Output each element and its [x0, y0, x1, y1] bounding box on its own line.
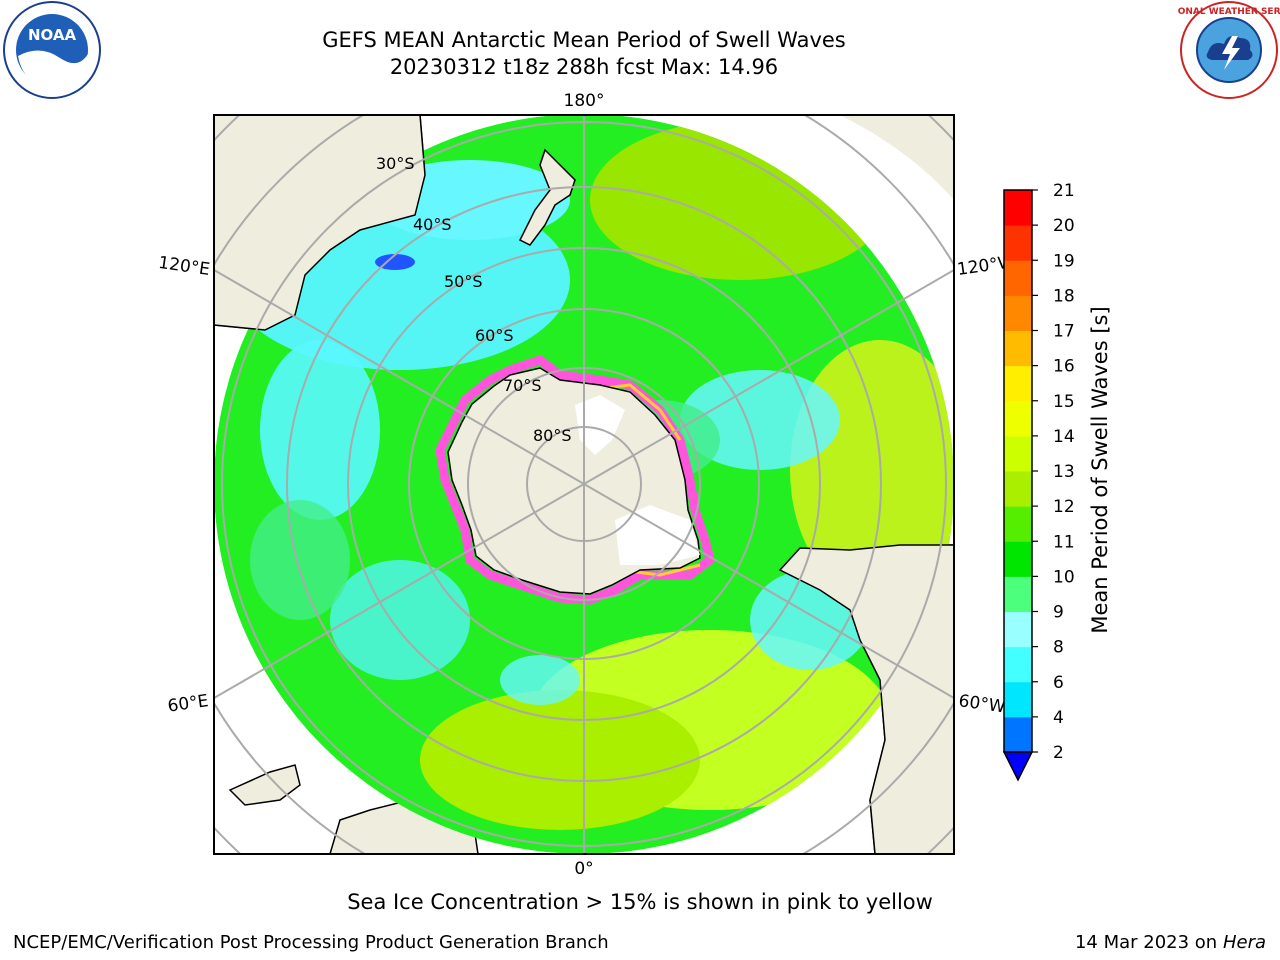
nws-logo: NATIONAL WEATHER SERVICE: [1178, 1, 1280, 99]
colorbar-swatch: [1004, 646, 1032, 683]
lon-label-60e: 60°E: [166, 691, 209, 716]
colorbar-tick-label: 15: [1053, 392, 1075, 412]
noaa-logo: NOAA: [3, 1, 101, 99]
map-frame: [213, 114, 955, 855]
colorbar-tick-label: 12: [1053, 497, 1075, 517]
colorbar-tick-label: 18: [1053, 286, 1075, 306]
colorbar-swatch: [1004, 225, 1032, 261]
land-new-zealand: [518, 148, 576, 246]
footer-date: 14 Mar 2023 on Hera: [1075, 932, 1266, 953]
nws-logo-text: NATIONAL WEATHER SERVICE: [1178, 7, 1280, 17]
colorbar-swatch: [1004, 541, 1032, 577]
land-south-america-inner: [778, 544, 954, 854]
colorbar-swatch: [1004, 400, 1032, 437]
land-australia-inner: [214, 115, 426, 331]
colorbar-tick-label: 17: [1053, 322, 1075, 342]
colorbar-swatch: [1004, 506, 1032, 542]
colorbar-tick-label: 19: [1053, 251, 1075, 271]
colorbar-swatch: [1004, 611, 1032, 648]
lat-label-60s: 60°S: [475, 326, 514, 345]
colorbar-under-triangle: [1002, 751, 1034, 782]
colorbar-tick-label: 2: [1053, 743, 1064, 763]
land-madagascar: [228, 764, 301, 806]
colorbar-tick-label: 14: [1053, 427, 1075, 447]
lat-label-30s: 30°S: [376, 154, 415, 173]
land-corner-upper-right: [840, 115, 954, 200]
colorbar-swatch: [1004, 471, 1032, 507]
ice-shelf-ross: [575, 395, 625, 455]
colorbar-label: Mean Period of Swell Waves [s]: [1088, 306, 1112, 633]
colorbar-swatch: [1004, 330, 1032, 367]
colorbar: 2 4 6 8 9 10 11 12 13 14 15 16 17 18 19 20 21: [1002, 181, 1075, 782]
colorbar-tick-label: 16: [1053, 357, 1075, 377]
colorbar-swatch: [1004, 681, 1032, 718]
colorbar-tick-label: 13: [1053, 462, 1075, 482]
chart-subtitle: 20230312 t18z 288h fcst Max: 14.96: [389, 55, 779, 79]
colorbar-tick-label: 20: [1053, 216, 1075, 236]
lon-label-60w: 60°W: [957, 691, 1006, 717]
sea-ice-caption: Sea Ice Concentration > 15% is shown in …: [347, 890, 933, 914]
lat-label-80s: 80°S: [533, 426, 572, 445]
colorbar-swatch: [1004, 576, 1032, 612]
graticule: [214, 115, 954, 854]
colorbar-swatch: [1004, 716, 1032, 753]
lat-label-50s: 50°S: [444, 272, 483, 291]
colorbar-tick-label: 11: [1053, 532, 1075, 552]
chart-title: GEFS MEAN Antarctic Mean Period of Swell…: [322, 28, 846, 52]
lat-label-70s: 70°S: [503, 376, 542, 395]
colorbar-swatch: [1004, 295, 1032, 331]
colorbar-swatch: [1004, 435, 1032, 472]
colorbar-tick-label: 10: [1053, 567, 1075, 587]
map-panel: [214, 115, 954, 854]
lon-label-180: 180°: [564, 91, 605, 111]
colorbar-swatch: [1004, 365, 1032, 402]
footer-credit: NCEP/EMC/Verification Post Processing Pr…: [13, 932, 609, 953]
colorbar-tick-label: 6: [1053, 673, 1064, 693]
footer-machine: Hera: [1222, 932, 1266, 953]
footer-date-text: 14 Mar 2023 on: [1074, 932, 1218, 953]
lon-label-0: 0°: [574, 859, 593, 879]
noaa-logo-text: NOAA: [28, 26, 77, 44]
colorbar-tick-label: 8: [1053, 638, 1064, 658]
lon-label-120e: 120°E: [157, 253, 211, 280]
lat-label-40s: 40°S: [413, 215, 452, 234]
colorbar-tick-label: 4: [1053, 708, 1064, 728]
colorbar-swatch: [1004, 190, 1032, 226]
colorbar-swatch: [1004, 260, 1032, 296]
colorbar-tick-label: 9: [1053, 603, 1064, 623]
colorbar-tick-label: 21: [1053, 181, 1075, 201]
